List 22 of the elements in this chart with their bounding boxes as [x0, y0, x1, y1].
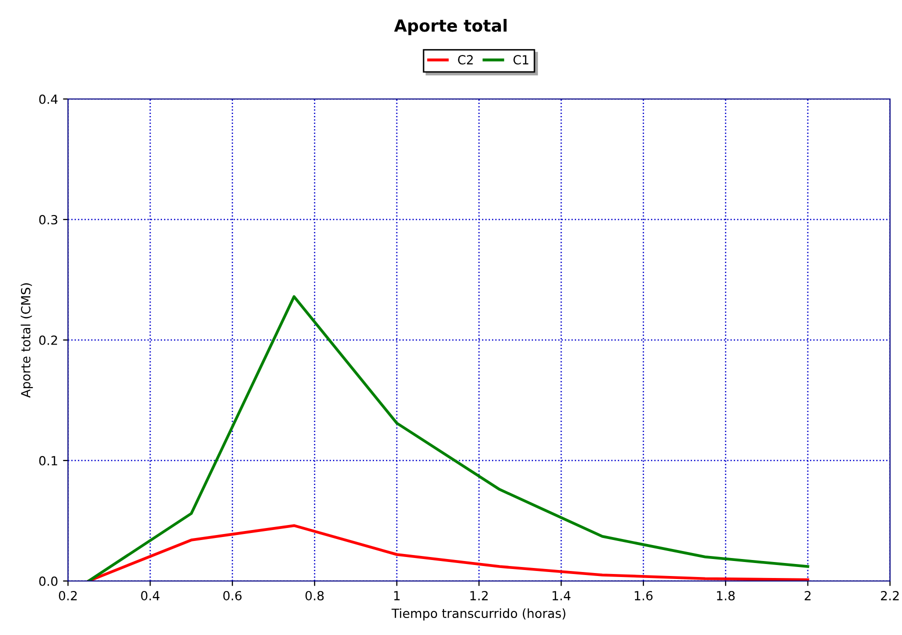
y-tick-label: 0.3: [39, 214, 58, 224]
x-tick-label: 0.8: [305, 590, 324, 600]
chart-title: Aporte total: [394, 18, 507, 36]
y-tick-label: 0.1: [39, 456, 58, 466]
x-tick-label: 0.4: [141, 590, 160, 600]
y-tick-label: 0.4: [39, 94, 58, 104]
x-tick-label: 1: [394, 591, 400, 600]
legend-label: C1: [513, 55, 528, 64]
y-tick-label: 0.2: [39, 335, 58, 345]
y-tick-label: 0.0: [39, 576, 58, 586]
y-axis-title: Aporte total (CMS): [20, 283, 33, 398]
x-tick-label: 1.4: [552, 591, 570, 600]
x-tick-label: 1.2: [470, 590, 488, 600]
x-tick-label: 0.2: [58, 590, 77, 600]
x-tick-label: 2.2: [880, 590, 899, 600]
x-tick-label: 0.6: [223, 590, 242, 600]
line-series: [87, 295, 810, 581]
x-tick-label: 2: [804, 590, 811, 600]
x-tick-label: 1.8: [717, 590, 735, 600]
x-tick-label: 1.6: [634, 590, 653, 600]
legend-label: C2: [458, 55, 473, 64]
x-axis-title: Tiempo transcurrido (horas): [392, 608, 566, 620]
